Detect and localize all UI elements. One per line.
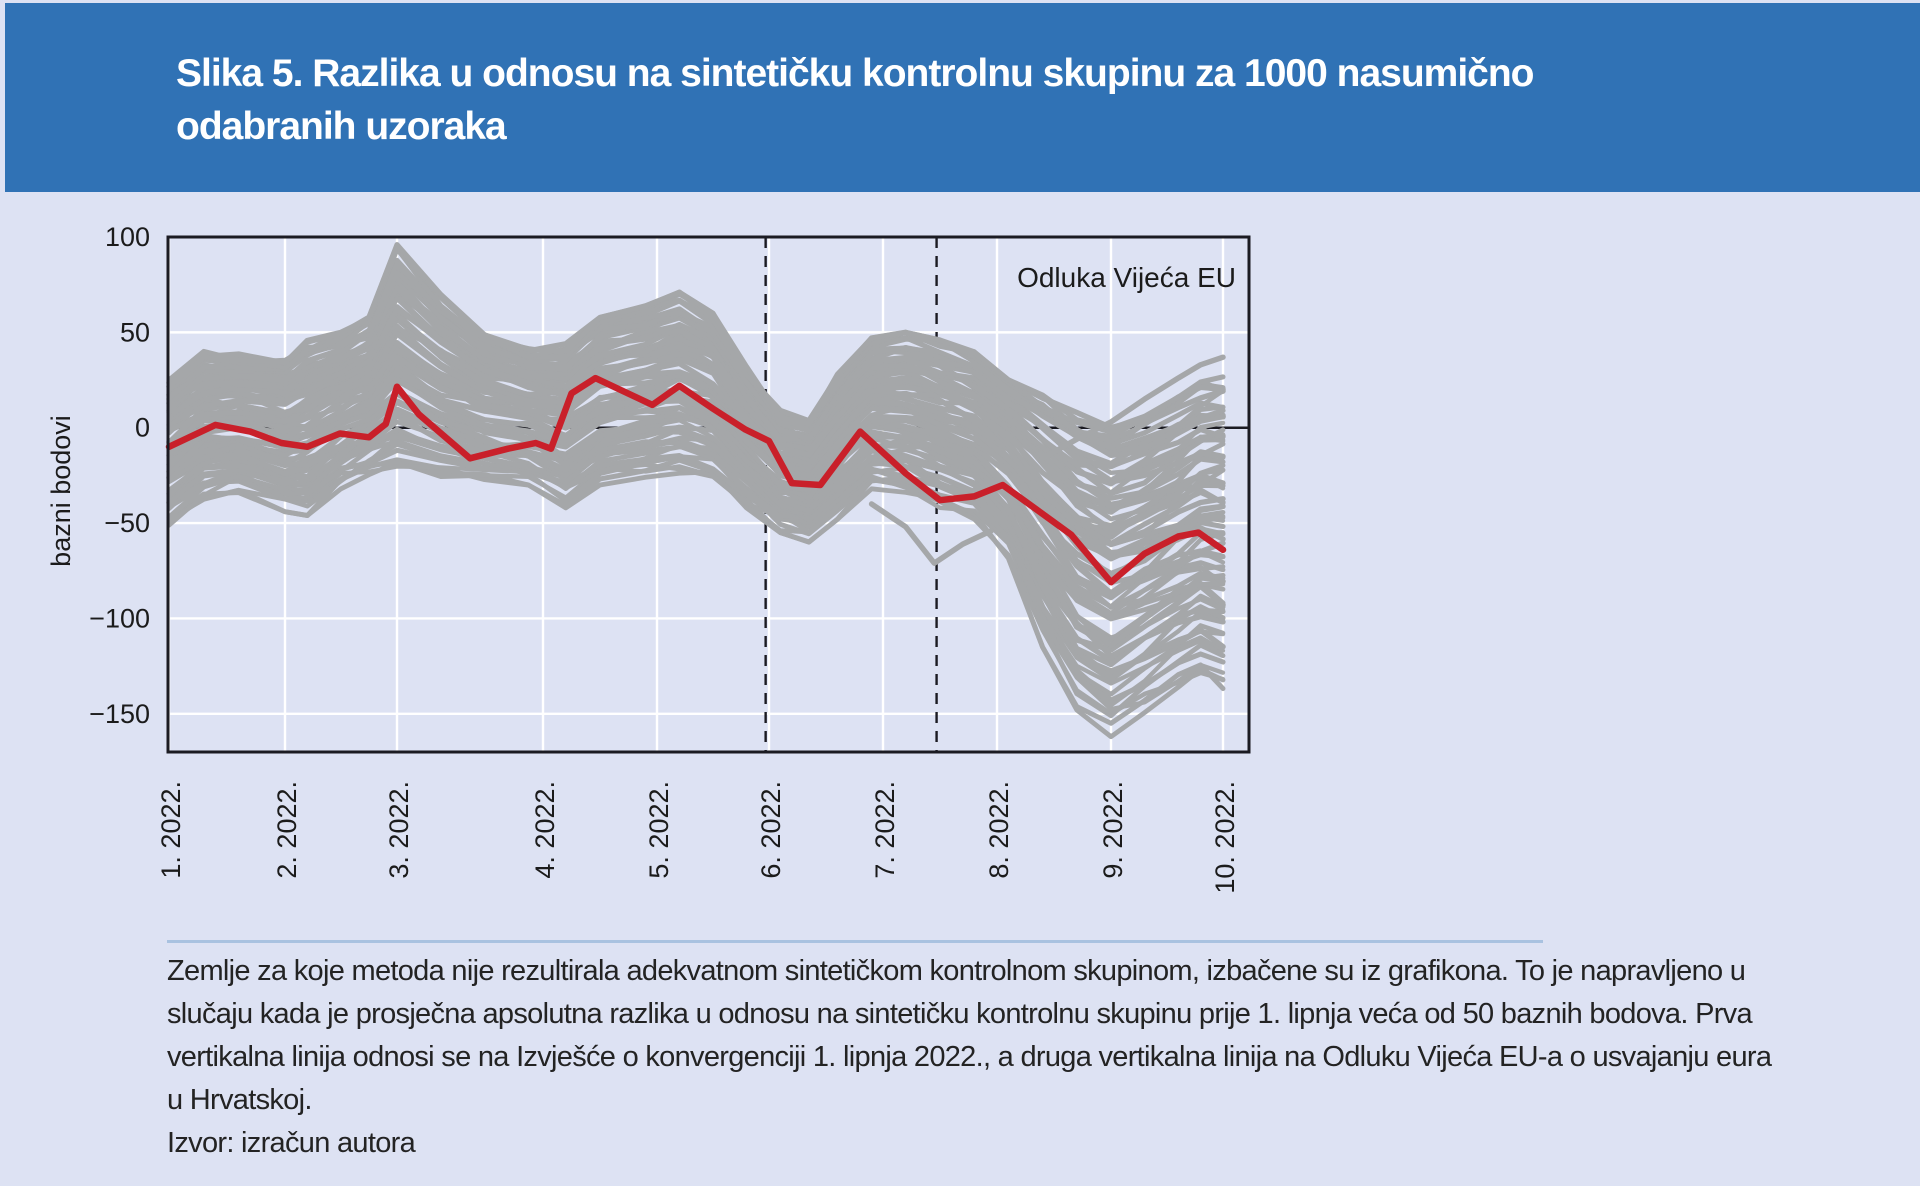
figure-title: Slika 5. Razlika u odnosu na sintetičku … — [176, 47, 1535, 153]
y-tick-label: −100 — [89, 603, 150, 633]
footnote-line: Zemlje za koje metoda nije rezultirala a… — [167, 955, 1746, 987]
footnote-line: u Hrvatskoj. — [167, 1084, 312, 1116]
chart: 100 50 0 −50 −100 −150 1. 2022. 2. 2022. 3. 2022… — [46, 222, 1251, 894]
gray-outlier-lines — [868, 354, 1226, 566]
x-tick-label: 7. 2022. — [870, 781, 900, 879]
x-tick-label: 5. 2022. — [644, 781, 674, 879]
plot-border — [166, 235, 1251, 754]
axis-labels: 100 50 0 −50 −100 −150 1. 2022. 2. 2022. 3. 2022… — [46, 222, 1240, 894]
footnote: Zemlje za koje metoda nije rezultirala a… — [167, 950, 1772, 1165]
y-tick-label: 0 — [135, 413, 150, 443]
figure-title-line1: Slika 5. Razlika u odnosu na sintetičku … — [176, 52, 1535, 95]
figure-title-line2: odabranih uzoraka — [176, 105, 507, 148]
annotation-odluka-vijeca-eu: Odluka Vijeća EU — [1017, 262, 1236, 293]
gray-sample-lines — [166, 242, 1226, 740]
y-tick-label: 100 — [105, 222, 150, 252]
y-tick-label: −50 — [104, 508, 150, 538]
x-tick-label: 3. 2022. — [384, 781, 414, 879]
x-tick-label: 10. 2022. — [1210, 781, 1240, 894]
footnote-line: slučaju kada je prosječna apsolutna razl… — [167, 998, 1753, 1030]
x-tick-label: 6. 2022. — [756, 781, 786, 879]
x-tick-label: 4. 2022. — [530, 781, 560, 879]
x-tick-label: 9. 2022. — [1098, 781, 1128, 879]
y-axis-title: bazni bodovi — [46, 415, 76, 567]
red-mean-line — [165, 374, 1227, 586]
y-tick-label: 50 — [120, 317, 150, 347]
y-tick-label: −150 — [89, 699, 150, 729]
x-tick-label: 2. 2022. — [272, 781, 302, 879]
footnote-line: vertikalna linija odnosi se na Izvješće … — [167, 1041, 1772, 1073]
source-line: Izvor: izračun autora — [167, 1127, 416, 1159]
figure-header: Slika 5. Razlika u odnosu na sintetičku … — [5, 3, 1920, 192]
x-tick-label: 1. 2022. — [156, 781, 186, 879]
x-tick-label: 8. 2022. — [984, 781, 1014, 879]
footnote-divider — [167, 940, 1543, 943]
